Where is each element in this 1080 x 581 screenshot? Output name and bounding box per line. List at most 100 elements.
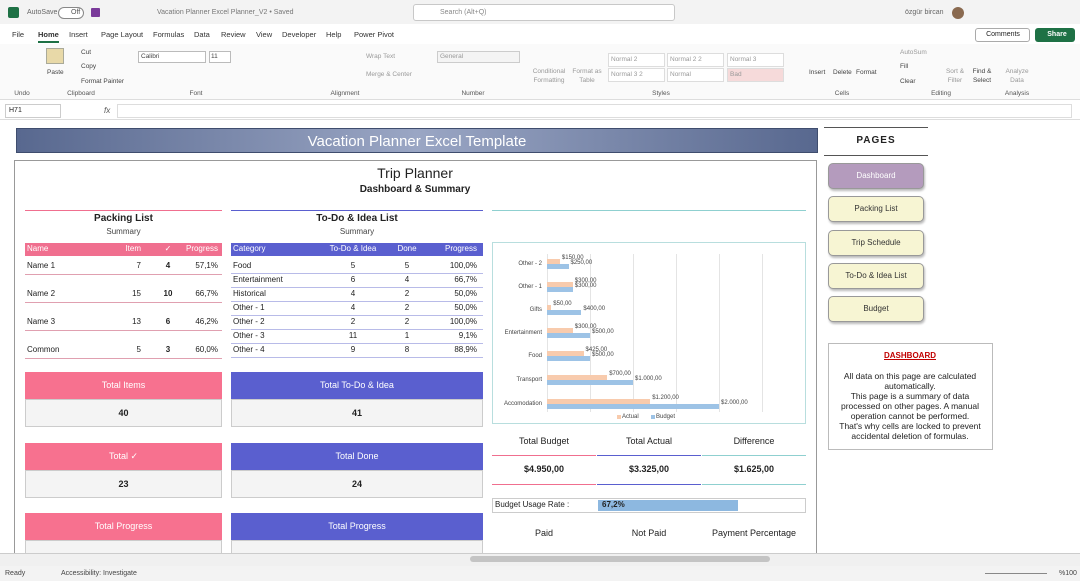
status-ready: Ready	[5, 570, 26, 577]
bar-value-label: $150,00	[561, 255, 584, 261]
row-line	[25, 274, 222, 275]
header-cell: To-Do & Idea	[329, 244, 377, 253]
style-name[interactable]: Normal 2 2	[670, 56, 702, 63]
find-select[interactable]: Find & Select	[972, 68, 992, 84]
autosum[interactable]: AutoSum	[900, 49, 927, 56]
menu-tab[interactable]: Home	[38, 29, 59, 43]
menu-tab[interactable]: Data	[194, 30, 210, 39]
paste[interactable]: Paste	[47, 69, 64, 76]
banner	[16, 128, 818, 153]
style-name[interactable]: Normal	[670, 71, 691, 78]
format-as-table[interactable]: Format as Table	[572, 68, 602, 84]
grid-line	[719, 254, 720, 412]
header-cell: Category	[233, 244, 266, 253]
page-button-label[interactable]: Trip Schedule	[851, 237, 901, 247]
formula-bar	[0, 102, 1080, 120]
header-cell: Item	[125, 244, 141, 253]
table-cell: 100,0%	[449, 261, 477, 270]
card-value: 41	[351, 408, 362, 418]
menu-tab[interactable]: Formulas	[153, 30, 185, 39]
font-size[interactable]: 11	[211, 53, 218, 60]
menu-tab[interactable]: Power Pivot	[354, 30, 395, 39]
bar-value-label: $500,00	[592, 329, 614, 335]
card-label: Total Done	[335, 451, 379, 461]
menu-tab[interactable]: View	[256, 30, 273, 39]
page-button-label[interactable]: Dashboard	[856, 171, 896, 180]
page-button-label[interactable]: Budget	[863, 304, 889, 314]
bar-value-label: $425,00	[585, 347, 608, 353]
bar	[547, 328, 573, 333]
payment-header: Payment Percentage	[711, 528, 797, 538]
ribbon-group: Number	[461, 90, 485, 97]
chart-area	[492, 242, 806, 424]
table-cell: 60,0%	[195, 345, 218, 354]
table-header	[231, 243, 483, 256]
fill[interactable]: Fill	[900, 63, 909, 70]
style-name[interactable]: Normal 2	[611, 56, 638, 63]
menu-tab[interactable]: Help	[326, 30, 342, 39]
format-painter[interactable]: Format Painter	[81, 78, 124, 85]
format[interactable]: Format	[856, 69, 877, 76]
style-name[interactable]: Normal 3	[730, 56, 757, 63]
table-cell: 50,0%	[454, 303, 477, 312]
search-box	[413, 4, 675, 21]
table-cell: 8	[404, 345, 410, 354]
bar	[547, 310, 582, 315]
style-name[interactable]: Bad	[730, 71, 742, 78]
merge-center[interactable]: Merge & Center	[366, 71, 412, 78]
menu-tab[interactable]: Page Layout	[101, 30, 144, 39]
menu-tab[interactable]: Review	[221, 30, 246, 39]
bar-value-label: $2.000,00	[721, 400, 748, 406]
table-cell: 13	[132, 317, 141, 326]
insert[interactable]: Insert	[809, 69, 826, 76]
analyze-data[interactable]: Analyze Data	[1005, 68, 1029, 84]
sort-filter[interactable]: Sort & Filter	[945, 68, 965, 84]
table-cell: 2	[350, 317, 356, 326]
ribbon-group: Clipboard	[67, 90, 95, 97]
menu-tab[interactable]: Developer	[282, 30, 317, 39]
ribbon-group: Alignment	[330, 90, 360, 97]
bar	[547, 259, 560, 264]
row-line	[231, 301, 483, 302]
page-button	[828, 262, 924, 289]
page-button-label[interactable]: Packing List	[854, 204, 898, 214]
menu-tab[interactable]: File	[12, 30, 25, 39]
wrap-text[interactable]: Wrap Text	[366, 53, 396, 60]
cut[interactable]: Cut	[81, 49, 92, 56]
table-cell: 4	[350, 303, 356, 312]
page-button-label[interactable]: To-Do & Idea List	[845, 270, 907, 280]
bar-value-label: $1.200,00	[652, 395, 679, 401]
bar	[547, 264, 569, 269]
info-line: This page is a summary of data	[850, 391, 970, 401]
table-cell: 46,2%	[195, 317, 218, 326]
chart-category: Accomodation	[503, 401, 542, 407]
chart-category: Other - 1	[518, 284, 542, 290]
card-body	[231, 399, 483, 427]
card-value: 24	[351, 479, 362, 489]
card-label: Total Progress	[328, 521, 386, 531]
style-name[interactable]: Normal 3 2	[611, 71, 643, 78]
conditional-formatting[interactable]: Conditional Formatting	[532, 68, 566, 84]
bar-value-label: $300,00	[574, 278, 597, 284]
header-cell: ✓	[164, 244, 172, 253]
number-format[interactable]: General	[440, 53, 464, 60]
delete[interactable]: Delete	[833, 69, 852, 76]
usage-label: Budget Usage Rate :	[495, 500, 570, 509]
card-label: Total Items	[101, 380, 146, 390]
save-icon	[91, 8, 100, 17]
bar-value-label: $400,00	[583, 306, 606, 312]
table-cell: 7	[136, 261, 141, 270]
card-header	[25, 372, 222, 399]
clear[interactable]: Clear	[900, 78, 916, 85]
menu-tab[interactable]: Insert	[69, 30, 88, 39]
ribbon-group: Styles	[652, 90, 670, 97]
card-value: 40	[118, 408, 129, 418]
total-line	[597, 455, 701, 456]
payment-header: Paid	[534, 528, 553, 538]
section-title: Packing List	[94, 213, 153, 224]
card-label: Total Progress	[94, 521, 153, 531]
card-header	[25, 443, 222, 470]
font[interactable]: Calibri	[141, 53, 160, 60]
banner-text: Vacation Planner Excel Template	[307, 133, 527, 150]
copy[interactable]: Copy	[81, 63, 97, 70]
